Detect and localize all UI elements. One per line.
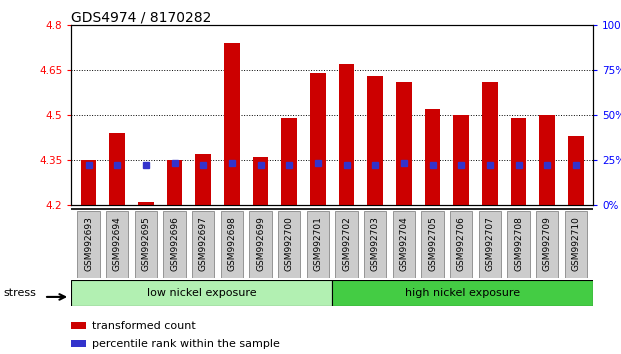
- Bar: [109, 133, 125, 205]
- Bar: [368, 76, 383, 205]
- FancyBboxPatch shape: [78, 211, 100, 278]
- Text: GSM992694: GSM992694: [113, 217, 122, 271]
- Text: GSM992707: GSM992707: [486, 216, 494, 272]
- FancyBboxPatch shape: [564, 211, 587, 278]
- Bar: [224, 43, 240, 205]
- FancyBboxPatch shape: [163, 211, 186, 278]
- Bar: [338, 64, 355, 205]
- FancyBboxPatch shape: [135, 211, 157, 278]
- Bar: [281, 118, 297, 205]
- Bar: [138, 202, 154, 205]
- Text: GSM992706: GSM992706: [456, 216, 466, 272]
- FancyBboxPatch shape: [536, 211, 558, 278]
- Bar: [539, 115, 555, 205]
- Bar: [81, 160, 96, 205]
- Bar: [310, 73, 326, 205]
- Bar: [568, 136, 584, 205]
- Text: GSM992699: GSM992699: [256, 216, 265, 272]
- Text: low nickel exposure: low nickel exposure: [147, 288, 256, 298]
- Text: GSM992701: GSM992701: [314, 216, 322, 272]
- Text: GSM992698: GSM992698: [227, 216, 237, 272]
- Text: GSM992696: GSM992696: [170, 216, 179, 272]
- FancyBboxPatch shape: [278, 211, 301, 278]
- Text: GSM992705: GSM992705: [428, 216, 437, 272]
- FancyBboxPatch shape: [392, 211, 415, 278]
- Text: percentile rank within the sample: percentile rank within the sample: [92, 339, 280, 349]
- Text: transformed count: transformed count: [92, 321, 196, 331]
- Bar: [482, 82, 498, 205]
- FancyBboxPatch shape: [307, 211, 329, 278]
- FancyBboxPatch shape: [507, 211, 530, 278]
- Bar: [71, 339, 86, 347]
- FancyBboxPatch shape: [220, 211, 243, 278]
- FancyBboxPatch shape: [192, 211, 214, 278]
- Text: GSM992704: GSM992704: [399, 217, 409, 271]
- Text: GSM992708: GSM992708: [514, 216, 523, 272]
- Text: high nickel exposure: high nickel exposure: [405, 288, 520, 298]
- Text: GSM992709: GSM992709: [543, 216, 551, 272]
- FancyBboxPatch shape: [450, 211, 473, 278]
- Text: stress: stress: [3, 288, 36, 298]
- Text: GDS4974 / 8170282: GDS4974 / 8170282: [71, 11, 212, 25]
- Bar: [453, 115, 469, 205]
- Bar: [71, 322, 86, 329]
- FancyBboxPatch shape: [422, 211, 444, 278]
- Text: GSM992697: GSM992697: [199, 216, 208, 272]
- Text: GSM992700: GSM992700: [285, 216, 294, 272]
- Text: GSM992710: GSM992710: [571, 216, 581, 272]
- Bar: [510, 118, 527, 205]
- Bar: [332, 280, 593, 306]
- Text: GSM992693: GSM992693: [84, 216, 93, 272]
- FancyBboxPatch shape: [250, 211, 272, 278]
- Bar: [425, 109, 440, 205]
- Bar: [196, 154, 211, 205]
- FancyBboxPatch shape: [335, 211, 358, 278]
- Bar: [396, 82, 412, 205]
- Bar: [253, 157, 268, 205]
- Bar: [166, 160, 183, 205]
- FancyBboxPatch shape: [364, 211, 386, 278]
- Bar: [71, 280, 332, 306]
- FancyBboxPatch shape: [106, 211, 129, 278]
- Text: GSM992702: GSM992702: [342, 217, 351, 271]
- FancyBboxPatch shape: [479, 211, 501, 278]
- Text: GSM992703: GSM992703: [371, 216, 379, 272]
- Text: GSM992695: GSM992695: [142, 216, 150, 272]
